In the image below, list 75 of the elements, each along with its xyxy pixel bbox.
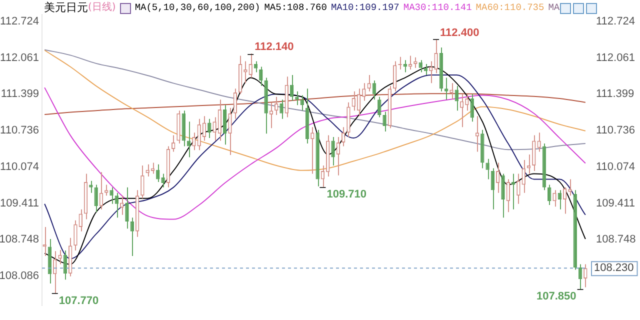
y-tick-label: 110.736 <box>0 124 39 137</box>
candlestick <box>161 173 165 188</box>
y2-tick-label: 112.724 <box>596 16 635 28</box>
candlestick <box>465 94 469 112</box>
candlestick <box>346 102 350 138</box>
candlestick <box>74 220 78 252</box>
y-tick-label: 112.061 <box>0 52 39 64</box>
candlestick <box>475 116 480 152</box>
candlestick <box>110 186 114 204</box>
line-series <box>44 87 586 220</box>
line-series <box>44 50 586 171</box>
candlestick <box>537 132 541 152</box>
text: MA(5,10,30,60,100,200) <box>134 2 260 14</box>
candlestick <box>156 164 160 182</box>
candlestick <box>114 192 119 218</box>
annotation: 107.770 <box>58 294 99 307</box>
y-tick-label: 112.724 <box>0 16 39 28</box>
candlestick <box>516 173 520 204</box>
candlestick <box>486 158 490 180</box>
y2-tick-label: 108.748 <box>596 234 636 246</box>
candlestick <box>208 118 212 139</box>
ref-line-label: 108.230 <box>594 262 634 274</box>
y2-tick-label: 110.736 <box>596 124 635 137</box>
candlestick <box>310 126 314 174</box>
y2-tick-label: 112.061 <box>596 52 635 64</box>
candlestick <box>104 184 108 196</box>
y-tick-label: 111.399 <box>0 88 39 100</box>
candlestick <box>280 99 284 120</box>
candlestick <box>212 116 216 142</box>
chart-title: 美元日元 <box>44 1 88 14</box>
candlestick <box>552 190 556 208</box>
candlestick <box>94 184 98 213</box>
candlestick <box>501 173 505 218</box>
chart-subtitle: (日线) <box>88 2 116 14</box>
text: MA60:110.735 <box>476 2 544 14</box>
candlestick <box>362 82 366 102</box>
candlestick <box>414 56 418 68</box>
candlestick <box>150 162 155 174</box>
candlestick <box>331 136 335 166</box>
text: MA30:110.141 <box>403 2 472 14</box>
candlestick <box>382 111 386 132</box>
candlestick <box>228 107 232 156</box>
candlestick <box>197 118 201 151</box>
y2-tick-label: 110.074 <box>596 160 635 173</box>
annotation: 109.710 <box>326 188 366 200</box>
candlestick <box>434 38 438 74</box>
candlestick <box>367 74 371 92</box>
text: MA5:108.760 <box>264 2 327 14</box>
y2-tick-label: 111.399 <box>596 88 634 100</box>
candlestick <box>584 264 588 288</box>
y-tick-label: 109.411 <box>0 197 39 210</box>
y-tick-label: 110.074 <box>0 160 39 173</box>
candlestick <box>418 60 422 73</box>
annotation: 112.400 <box>440 26 480 39</box>
y-tick-label: 108.086 <box>0 270 39 282</box>
candlestick <box>140 164 144 199</box>
candlestick <box>568 178 572 196</box>
candlestick <box>352 90 356 112</box>
text: MA10:109.197 <box>330 2 400 14</box>
candlestick <box>429 60 433 84</box>
candlestick <box>444 77 448 100</box>
candlestick <box>259 66 263 86</box>
candlestick <box>254 60 258 73</box>
candlestick <box>532 134 536 172</box>
annotation: 107.850 <box>536 290 576 302</box>
candlestick <box>470 94 474 122</box>
candlestick <box>58 249 62 265</box>
candlestick <box>89 180 93 194</box>
candlestick <box>125 186 129 230</box>
candlestick <box>192 132 196 151</box>
candlestick <box>269 102 274 129</box>
annotation: 112.140 <box>254 41 294 54</box>
y-tick-label: 108.748 <box>0 234 39 246</box>
y2-tick-label: 109.411 <box>596 197 635 210</box>
text: MA <box>548 2 560 14</box>
